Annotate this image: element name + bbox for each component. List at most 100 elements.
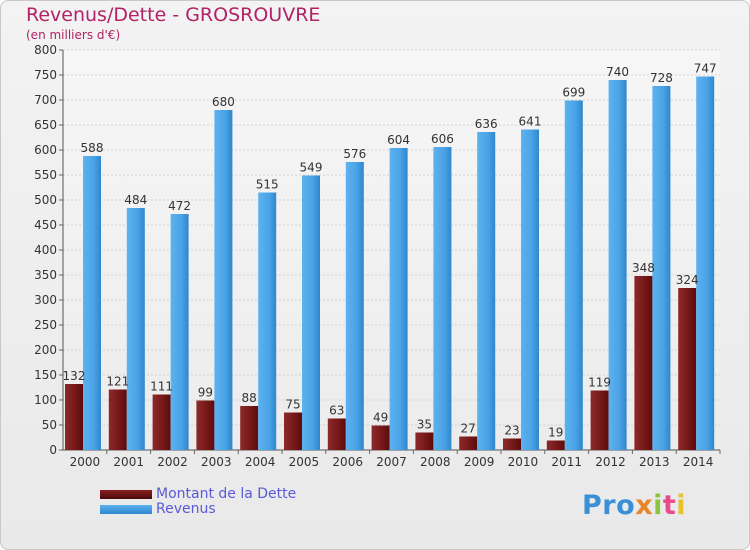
bar-dette [678, 288, 697, 450]
data-label-dette: 121 [106, 375, 129, 389]
data-label-revenus: 549 [300, 161, 323, 175]
bar-dette [196, 400, 215, 450]
data-label-revenus: 576 [343, 147, 366, 161]
y-tick-label: 500 [34, 193, 57, 207]
bar-dette [108, 389, 127, 450]
chart-subtitle: (en milliers d'€) [26, 28, 121, 42]
legend-label-revenus: Revenus [156, 501, 216, 517]
data-label-dette: 23 [504, 424, 519, 438]
bar-revenus [258, 192, 277, 450]
y-tick-label: 50 [42, 418, 57, 432]
logo-letter: x [635, 490, 654, 521]
x-tick-label: 2003 [201, 455, 232, 469]
x-tick-label: 2010 [508, 455, 539, 469]
bar-revenus [345, 162, 364, 450]
bar-dette [503, 438, 521, 450]
bar-dette [327, 418, 346, 450]
y-tick-label: 300 [34, 293, 57, 307]
chart-title: Revenus/Dette - GROSROUVRE [26, 4, 321, 26]
x-tick-label: 2006 [332, 455, 363, 469]
logo-letter: t [662, 490, 677, 521]
legend-swatch-revenus [100, 505, 152, 514]
data-label-dette: 324 [676, 273, 699, 287]
data-label-revenus: 515 [256, 178, 279, 192]
logo-letter: i [653, 490, 663, 521]
bar-dette [371, 425, 390, 450]
logo-letter: i [676, 490, 687, 521]
bar-dette [415, 432, 434, 450]
bar-revenus [214, 110, 233, 450]
bar-dette [590, 390, 609, 450]
y-tick-label: 400 [34, 243, 57, 257]
bar-revenus [83, 156, 101, 450]
logo-letter: r [602, 490, 617, 521]
y-tick-label: 700 [34, 93, 57, 107]
x-tick-label: 2009 [464, 455, 495, 469]
data-label-revenus: 641 [519, 115, 542, 129]
legend-swatch-dette [100, 490, 152, 499]
proxiti-logo: Proxiti [582, 490, 686, 521]
data-label-dette: 19 [548, 426, 563, 440]
bar-dette [546, 440, 565, 450]
logo-letter: P [582, 490, 603, 521]
y-tick-label: 800 [34, 43, 57, 57]
data-label-dette: 35 [417, 418, 432, 432]
y-tick-label: 650 [34, 118, 57, 132]
y-tick-label: 450 [34, 218, 57, 232]
bar-revenus [608, 80, 627, 450]
data-label-dette: 75 [285, 398, 300, 412]
data-label-revenus: 636 [475, 117, 498, 131]
data-label-revenus: 728 [650, 71, 673, 85]
y-tick-label: 750 [34, 68, 57, 82]
data-label-dette: 111 [150, 380, 173, 394]
data-label-dette: 49 [373, 411, 388, 425]
data-label-revenus: 699 [562, 86, 585, 100]
y-tick-label: 100 [34, 393, 57, 407]
data-label-dette: 119 [588, 376, 611, 390]
data-label-revenus: 606 [431, 132, 454, 146]
y-tick-label: 200 [34, 343, 57, 357]
data-label-dette: 88 [242, 391, 257, 405]
x-tick-label: 2001 [113, 455, 144, 469]
x-tick-label: 2008 [420, 455, 451, 469]
bar-dette [459, 436, 478, 450]
bar-revenus [389, 148, 408, 450]
data-label-revenus: 484 [124, 193, 147, 207]
y-tick-label: 0 [49, 443, 57, 457]
bar-revenus [170, 214, 189, 450]
bar-revenus [302, 175, 320, 450]
data-label-revenus: 747 [694, 62, 717, 76]
bar-dette [284, 412, 302, 450]
x-tick-label: 2004 [245, 455, 276, 469]
x-tick-label: 2005 [289, 455, 320, 469]
x-tick-label: 2013 [639, 455, 670, 469]
data-label-revenus: 472 [168, 199, 191, 213]
logo-letter: o [616, 490, 636, 521]
x-tick-label: 2012 [595, 455, 626, 469]
data-label-revenus: 604 [387, 133, 410, 147]
legend-label-dette: Montant de la Dette [156, 486, 297, 502]
y-tick-label: 600 [34, 143, 57, 157]
y-tick-label: 350 [34, 268, 57, 282]
x-tick-label: 2014 [683, 455, 714, 469]
y-tick-label: 250 [34, 318, 57, 332]
data-label-dette: 348 [632, 261, 655, 275]
x-tick-label: 2002 [157, 455, 188, 469]
bar-dette [240, 406, 259, 450]
bar-dette [65, 384, 83, 450]
x-tick-label: 2000 [70, 455, 101, 469]
bar-dette [152, 394, 171, 450]
data-label-revenus: 740 [606, 65, 629, 79]
bar-revenus [521, 129, 539, 450]
bar-revenus [564, 100, 583, 450]
bar-dette [634, 276, 653, 450]
bar-revenus [126, 208, 145, 450]
bar-revenus [696, 76, 715, 450]
y-tick-label: 150 [34, 368, 57, 382]
data-label-dette: 132 [63, 369, 86, 383]
data-label-dette: 99 [198, 386, 213, 400]
data-label-dette: 63 [329, 404, 344, 418]
data-label-revenus: 680 [212, 95, 235, 109]
bar-revenus [477, 132, 496, 450]
